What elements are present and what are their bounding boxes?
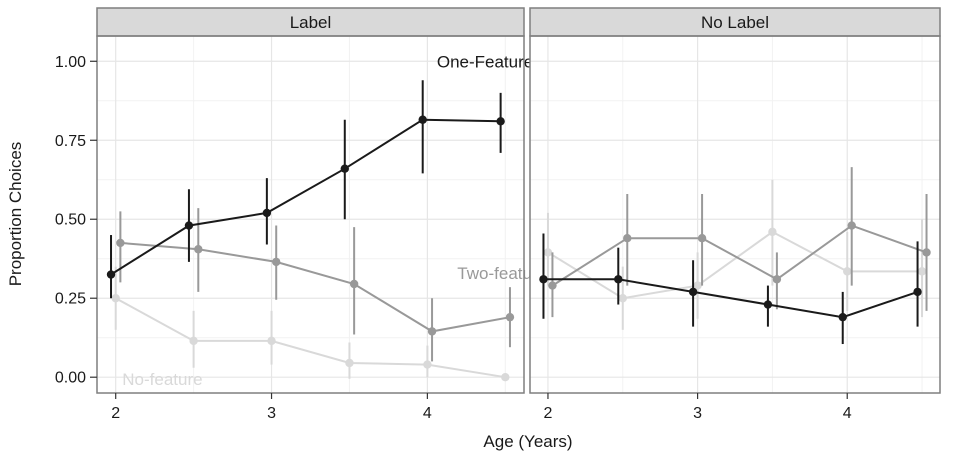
facet-strip-label: No Label <box>701 13 769 32</box>
y-tick-label: 0.25 <box>55 291 86 308</box>
facet-strip <box>96 7 525 37</box>
data-point <box>267 336 276 346</box>
data-point <box>768 227 777 237</box>
data-point <box>505 312 515 322</box>
panel-border <box>96 35 525 394</box>
data-point <box>427 327 437 336</box>
data-point <box>418 115 427 124</box>
data-point <box>763 300 773 309</box>
series-one-feature <box>106 80 505 299</box>
series-annotation: One-Feature <box>437 52 533 71</box>
data-point <box>614 275 623 284</box>
data-point <box>693 281 702 290</box>
x-axis-title: Age (Years) <box>483 432 572 451</box>
data-point <box>184 221 194 230</box>
x-tick-label: 2 <box>544 405 553 422</box>
data-point <box>340 164 349 173</box>
data-point <box>623 233 632 243</box>
data-point <box>116 238 125 248</box>
series-two-feature <box>116 208 515 362</box>
y-axis-title: Proportion Choices <box>6 142 25 287</box>
data-point <box>913 287 922 297</box>
y-tick-label: 0.75 <box>55 133 86 150</box>
data-point <box>688 287 698 297</box>
data-point <box>618 294 627 303</box>
facet-strip-label: Label <box>290 13 332 32</box>
series-annotation: No-feature <box>122 370 202 389</box>
y-tick-label: 0.50 <box>55 212 86 229</box>
panel-background <box>530 36 940 393</box>
series-none-feature <box>111 266 510 382</box>
data-point <box>106 270 116 279</box>
x-tick-label: 3 <box>693 405 702 422</box>
series-line <box>543 278 918 319</box>
series-line <box>551 224 927 287</box>
x-tick-label: 4 <box>843 405 852 422</box>
data-point <box>843 267 852 276</box>
panel-border <box>529 35 941 394</box>
data-point <box>189 336 198 346</box>
data-point <box>922 248 931 257</box>
series-line <box>110 118 501 276</box>
data-point <box>917 267 927 276</box>
series-two-feature <box>548 167 931 318</box>
panel-background <box>97 36 524 393</box>
data-point <box>262 208 272 218</box>
data-point <box>496 117 505 126</box>
x-tick-label: 3 <box>267 405 276 422</box>
series-line <box>547 230 922 300</box>
data-point <box>423 360 432 369</box>
data-point <box>272 257 281 267</box>
data-point <box>772 275 782 284</box>
x-tick-label: 2 <box>111 405 120 422</box>
data-point <box>847 221 856 230</box>
data-point <box>501 373 510 382</box>
data-point <box>697 233 707 243</box>
series-line <box>120 241 511 333</box>
data-point <box>349 279 359 289</box>
series-one-feature <box>539 233 922 345</box>
data-point <box>539 275 548 284</box>
facet-panel-no-label: No Label <box>529 7 941 394</box>
x-tick-label: 4 <box>423 405 432 422</box>
data-point <box>543 248 553 257</box>
data-point <box>111 294 120 303</box>
data-point <box>548 281 557 290</box>
data-point <box>838 312 847 322</box>
y-tick-label: 0.00 <box>55 370 86 387</box>
y-tick-label: 1.00 <box>55 54 86 71</box>
series-none-feature <box>543 179 927 330</box>
data-point <box>345 358 354 368</box>
series-line <box>115 297 506 379</box>
data-point <box>194 245 203 254</box>
facet-strip <box>529 7 941 37</box>
